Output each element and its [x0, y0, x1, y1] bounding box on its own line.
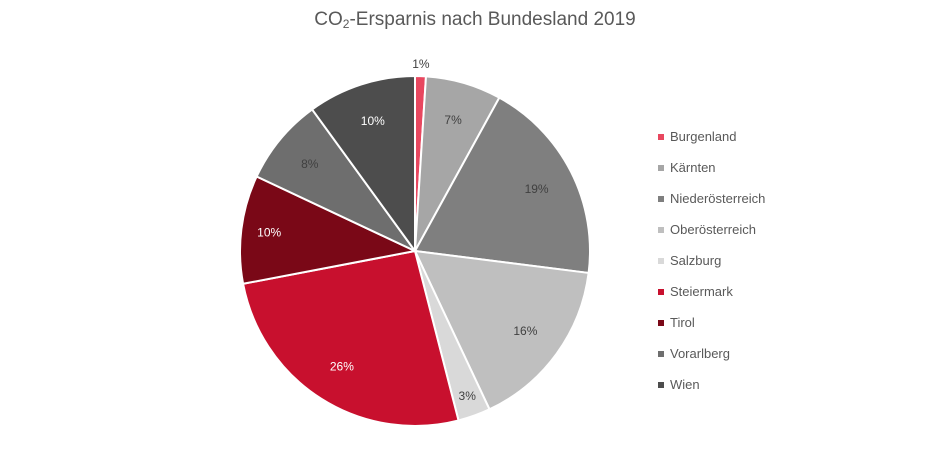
pie-label-tirol: 10% [257, 226, 281, 240]
pie-label-oberoesterreich: 16% [513, 324, 537, 338]
pie-label-vorarlberg: 8% [301, 157, 319, 171]
legend-item-oberoesterreich: Oberösterreich [658, 214, 765, 245]
legend-swatch [658, 195, 664, 202]
legend-swatch [658, 257, 664, 264]
legend-label: Oberösterreich [670, 222, 756, 237]
pie-label-salzburg: 3% [459, 389, 477, 403]
legend-label: Kärnten [670, 160, 716, 175]
chart-title: CO2-Ersparnis nach Bundesland 2019 [314, 9, 636, 31]
pie-slice-wien [310, 74, 416, 255]
legend: Burgenland Kärnten Niederösterreich Oberöst… [658, 121, 765, 400]
pie-label-burgenland: 1% [412, 57, 430, 71]
pie-slice-oberoesterreich [413, 249, 590, 411]
legend-label: Vorarlberg [670, 346, 730, 361]
legend-label: Tirol [670, 315, 695, 330]
legend-item-vorarlberg: Vorarlberg [658, 338, 765, 369]
legend-item-salzburg: Salzburg [658, 245, 765, 276]
pie-slice-steiermark [241, 249, 460, 427]
legend-label: Burgenland [670, 129, 737, 144]
pie-label-niederoesterreich: 19% [525, 182, 549, 196]
legend-swatch [658, 288, 664, 295]
legend-item-steiermark: Steiermark [658, 276, 765, 307]
pie-label-kaernten: 7% [444, 113, 462, 127]
legend-label: Niederösterreich [670, 191, 766, 206]
legend-swatch [658, 350, 664, 357]
pie-label-steiermark: 26% [330, 359, 354, 373]
legend-item-kaernten: Kärnten [658, 152, 765, 183]
legend-item-wien: Wien [658, 369, 765, 400]
legend-swatch [658, 381, 664, 388]
legend-label: Salzburg [670, 253, 722, 268]
legend-swatch [658, 164, 664, 171]
legend-swatch [658, 319, 664, 326]
legend-swatch [658, 226, 664, 233]
legend-label: Wien [670, 377, 700, 392]
pie-slice-niederoesterreich [413, 96, 591, 275]
pie-slice-tirol [239, 175, 419, 285]
pie-label-wien: 10% [361, 114, 385, 128]
legend-label: Steiermark [670, 284, 733, 299]
legend-item-tirol: Tirol [658, 307, 765, 338]
legend-item-burgenland: Burgenland [658, 121, 765, 152]
legend-item-niederoesterreich: Niederösterreich [658, 183, 765, 214]
legend-swatch [658, 133, 664, 140]
